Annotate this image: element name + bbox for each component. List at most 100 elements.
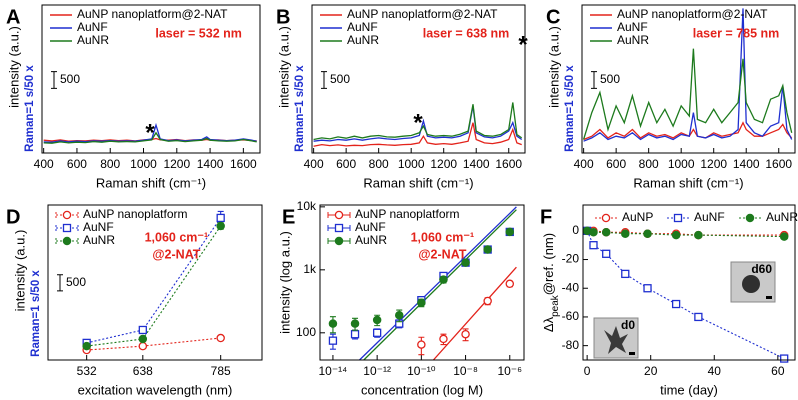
data-point bbox=[82, 341, 91, 351]
y-axis-label: intensity (a.u.) bbox=[12, 230, 27, 312]
data-point bbox=[643, 284, 652, 293]
y-axis-note: Raman=1 s/50 x bbox=[24, 65, 36, 152]
x-tick-label: 1600 bbox=[495, 157, 522, 171]
peak-star: * bbox=[413, 109, 423, 136]
legend-label: AuNF bbox=[617, 20, 648, 34]
data-point bbox=[372, 315, 382, 325]
panel-letter: E bbox=[282, 206, 295, 228]
legend-label: AuNP nanoplatform bbox=[83, 207, 188, 221]
y-axis-label-part: @ref. (nm) bbox=[541, 233, 556, 295]
series-line bbox=[43, 131, 257, 144]
x-tick-label: 10⁻⁸ bbox=[453, 364, 478, 378]
x-tick-label: 1200 bbox=[430, 157, 457, 171]
particle bbox=[742, 275, 760, 293]
x-tick-label: 1200 bbox=[700, 157, 727, 171]
panel: A 400 600 800 1000 1200 1400 1600 Raman shift (c… bbox=[6, 4, 261, 190]
data-point bbox=[483, 296, 492, 306]
y-axis-note: Raman=1 s/50 x bbox=[30, 270, 42, 357]
plot-area bbox=[43, 122, 257, 144]
x-tick-label: 800 bbox=[100, 157, 120, 171]
x-tick-label: 638 bbox=[133, 364, 153, 378]
x-tick-label: 1000 bbox=[668, 157, 695, 171]
scale-bar bbox=[51, 71, 57, 89]
y-axis-label: intensity (a.u.) bbox=[276, 26, 291, 108]
panel: C 400 600 800 1000 1200 1400 1600 Raman shift (c… bbox=[518, 4, 796, 190]
scale-bar-label: 500 bbox=[66, 275, 86, 289]
data-point bbox=[621, 269, 630, 279]
data-point bbox=[671, 230, 681, 240]
legend-label: AuNP nanoplatform@2-NAT bbox=[617, 7, 768, 21]
annotation: 1,060 cm⁻¹ bbox=[145, 230, 209, 244]
x-tick-label: 1600 bbox=[230, 157, 257, 171]
peak-star: * bbox=[518, 31, 528, 58]
panel: B 400 600 800 1000 1200 1400 1600 Raman shift (c… bbox=[276, 4, 526, 190]
y-axis-label: Δλpeak@ref. (nm) bbox=[541, 233, 561, 332]
fit-line bbox=[363, 209, 517, 360]
data-point bbox=[694, 312, 703, 322]
x-tick-label: 785 bbox=[211, 364, 231, 378]
data-point bbox=[505, 279, 515, 289]
plot-frame bbox=[319, 204, 525, 361]
data-point bbox=[671, 299, 681, 309]
x-tick-label: 10⁻¹² bbox=[363, 364, 391, 378]
x-tick-label: 10⁻⁶ bbox=[497, 364, 522, 378]
x-axis-label: Raman shift (cm⁻¹) bbox=[363, 175, 473, 190]
y-axis-label: intensity (a.u.) bbox=[546, 26, 561, 108]
scale-bar-label: 500 bbox=[600, 72, 620, 86]
x-tick-label: 10⁻¹⁴ bbox=[319, 364, 348, 378]
x-tick-label: 1400 bbox=[197, 157, 224, 171]
scale-bar-label: 500 bbox=[330, 72, 350, 86]
y-axis-label: intensity (a.u.) bbox=[6, 26, 21, 108]
data-point bbox=[394, 311, 404, 320]
data-point bbox=[216, 333, 225, 343]
x-axis-label: time (day) bbox=[660, 382, 718, 397]
x-tick-label: 1400 bbox=[463, 157, 490, 171]
data-point bbox=[589, 241, 598, 250]
panel: F 0 20 40 60 0 -20 -40 -60 -80 time (day) Δλpeak@re… bbox=[540, 204, 798, 397]
annotation: 1,060 cm⁻¹ bbox=[411, 230, 475, 244]
x-tick-label: 400 bbox=[304, 157, 324, 171]
x-tick-label: 1200 bbox=[163, 157, 190, 171]
plot-area bbox=[582, 8, 793, 142]
data-point bbox=[216, 221, 225, 231]
inset-label: d0 bbox=[621, 318, 635, 332]
peak-star: * bbox=[145, 119, 155, 146]
legend-label: AuNR bbox=[766, 210, 798, 224]
x-tick-label: 600 bbox=[67, 157, 87, 171]
y-tick-label: -80 bbox=[562, 338, 580, 352]
legend-marker bbox=[601, 213, 611, 223]
data-point bbox=[621, 229, 630, 238]
scale-bar bbox=[57, 274, 63, 292]
y-tick-label: 10k bbox=[297, 199, 317, 213]
x-axis-label: excitation wavelength (nm) bbox=[78, 382, 233, 397]
data-point bbox=[643, 229, 652, 238]
data-point bbox=[372, 328, 382, 337]
legend-label: AuNR bbox=[617, 33, 649, 47]
legend-marker bbox=[62, 236, 72, 246]
data-point bbox=[461, 258, 470, 267]
y-axis-label: intensity (log a.u.) bbox=[277, 231, 292, 334]
series-line bbox=[583, 121, 793, 141]
data-point bbox=[589, 228, 598, 237]
fit-line bbox=[359, 206, 517, 360]
y-tick-label: 100 bbox=[296, 325, 316, 339]
plot-frame bbox=[582, 204, 796, 361]
legend-label: AuNR bbox=[347, 33, 379, 47]
data-point bbox=[439, 275, 448, 284]
x-tick-label: 400 bbox=[34, 157, 54, 171]
y-tick-label: -20 bbox=[562, 252, 580, 266]
laser-label: laser = 785 nm bbox=[693, 26, 780, 40]
legend-marker bbox=[334, 210, 344, 220]
legend-label: AuNR bbox=[83, 233, 115, 247]
plot-frame bbox=[311, 4, 526, 154]
legend-label: AuNF bbox=[347, 20, 378, 34]
series-line bbox=[313, 105, 523, 142]
laser-label: laser = 532 nm bbox=[155, 26, 242, 40]
data-point bbox=[350, 319, 360, 328]
legend-swatch bbox=[55, 238, 79, 244]
data-point bbox=[483, 245, 492, 254]
legend-marker bbox=[745, 213, 755, 223]
data-point bbox=[138, 341, 148, 351]
